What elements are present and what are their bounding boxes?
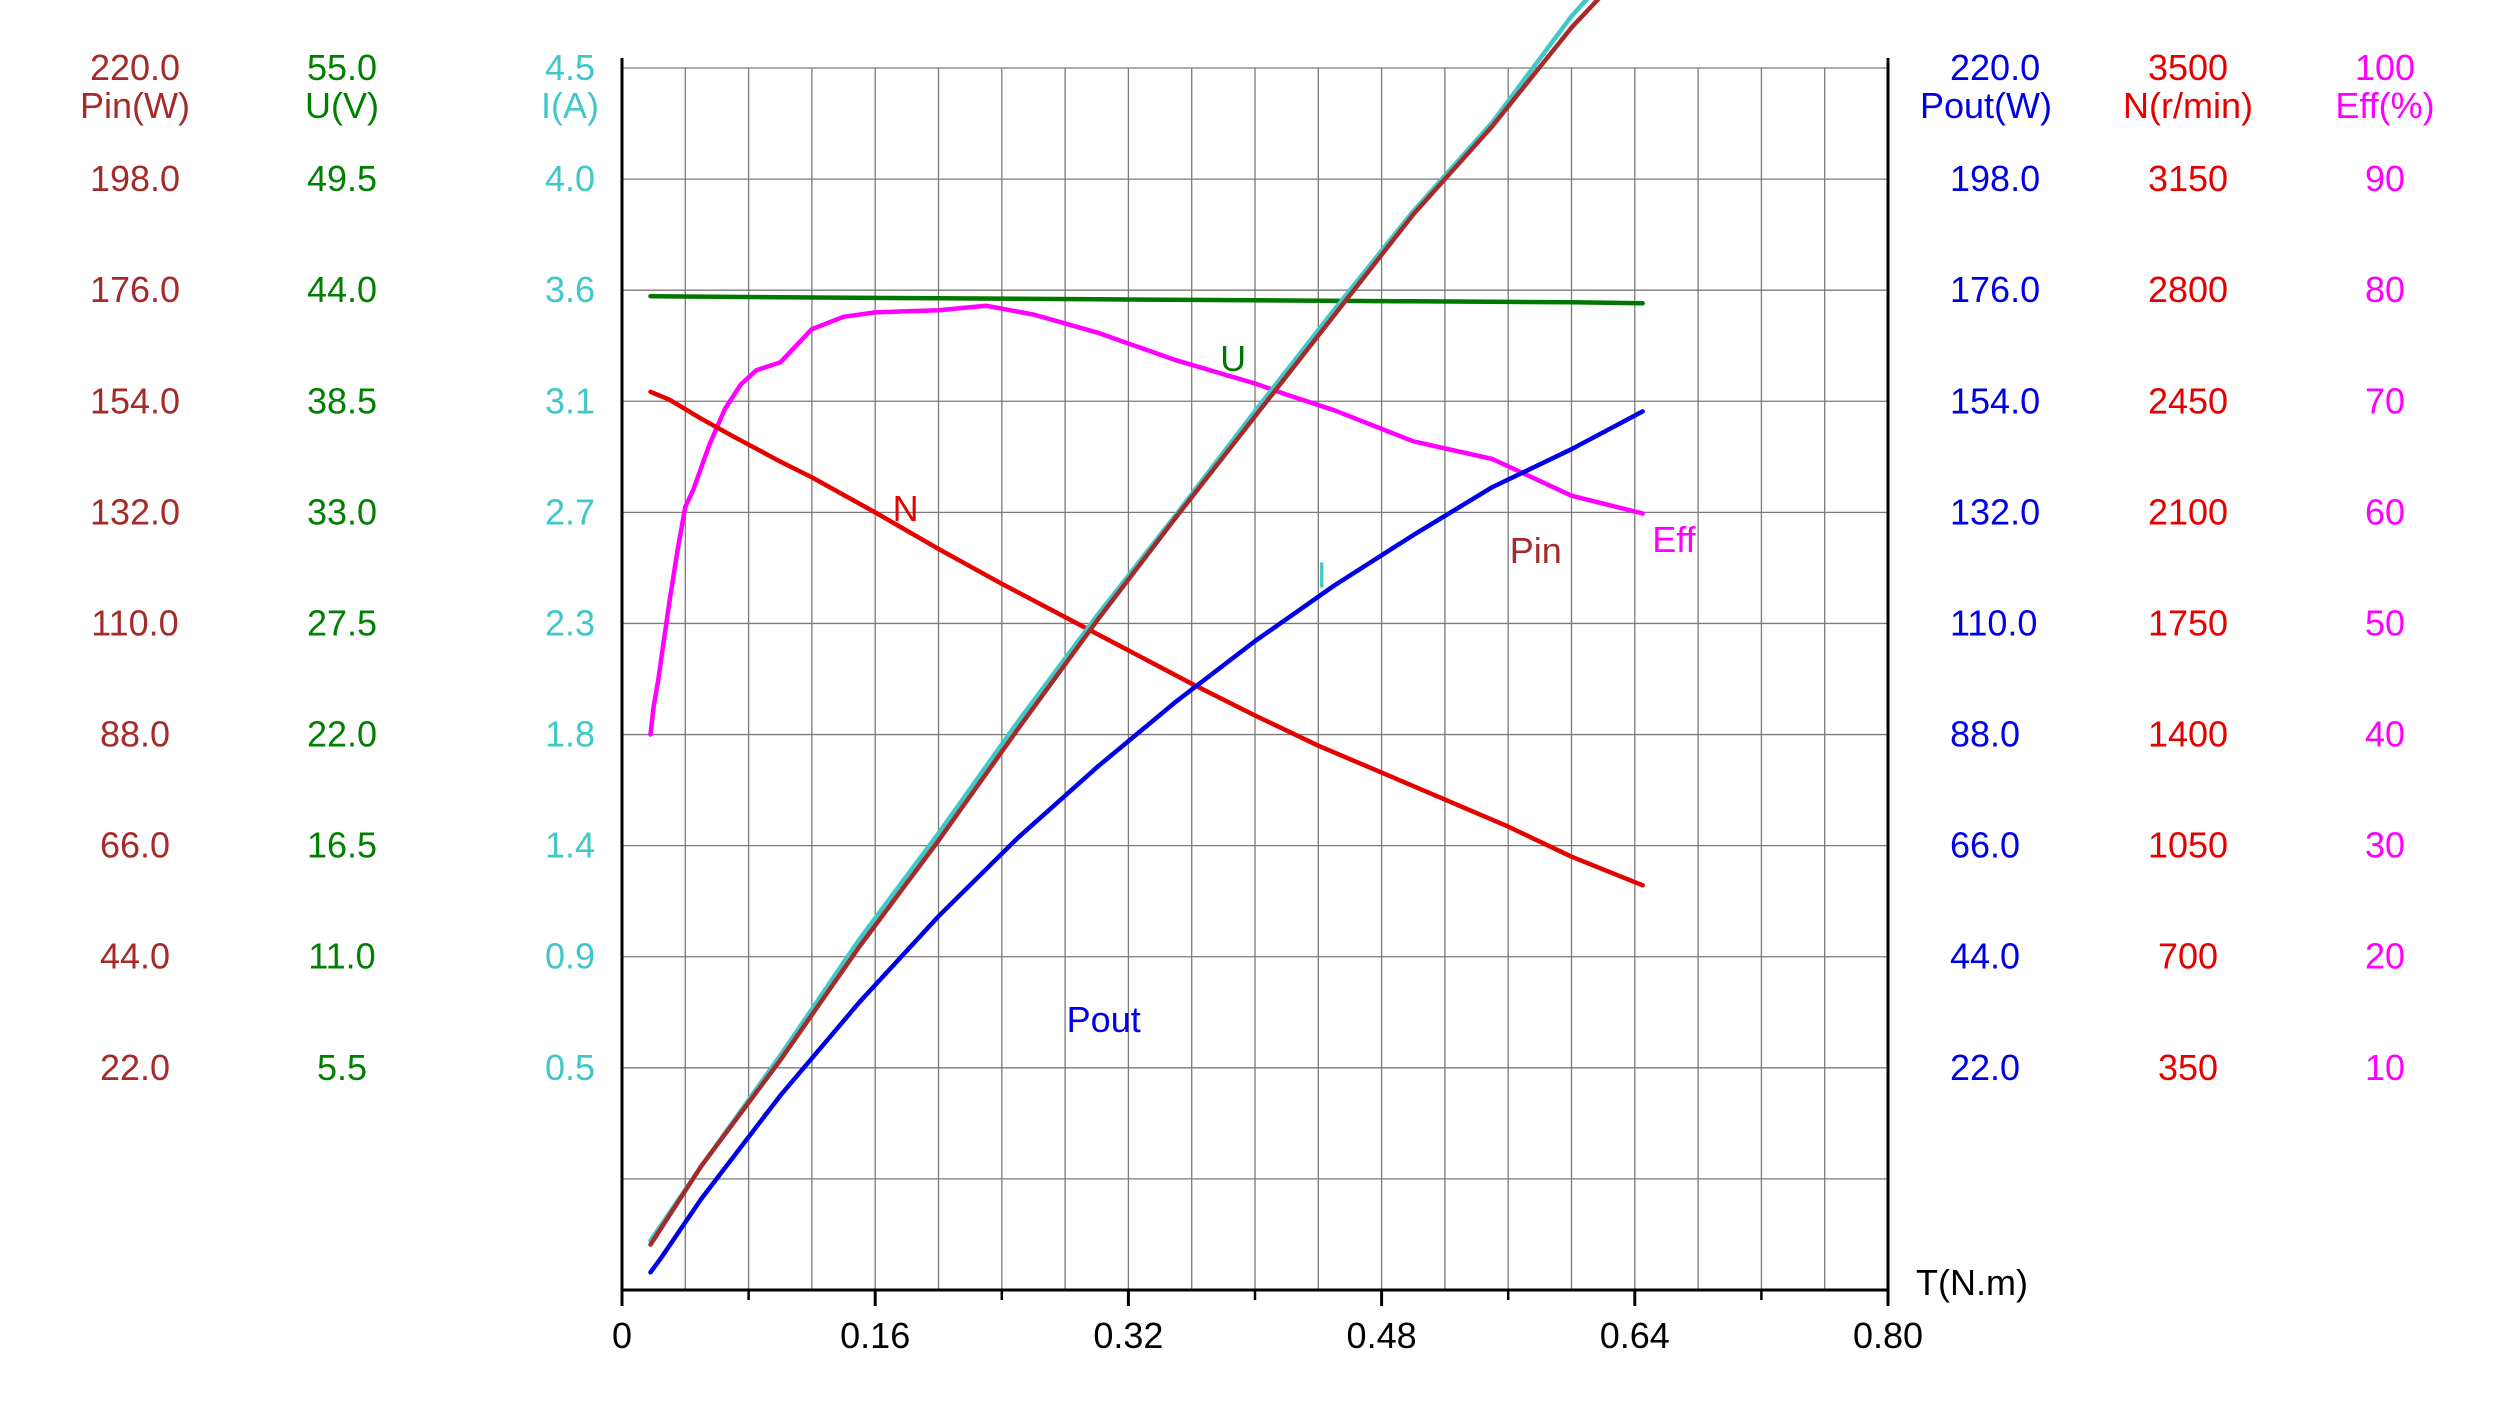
y-tick-label-eff: 10 — [2365, 1047, 2405, 1088]
y-tick-label-u: 11.0 — [308, 936, 375, 977]
y-tick-label-n: 700 — [2158, 936, 2218, 977]
y-tick-label-u: 38.5 — [307, 380, 377, 421]
y-tick-label-n: 3150 — [2148, 158, 2228, 199]
y-tick-label-pin: 198.0 — [90, 158, 180, 199]
y-axis-title-u: U(V) — [305, 85, 379, 126]
y-tick-label-pout: 66.0 — [1950, 825, 2020, 866]
series-line-i — [648, 0, 1590, 1243]
y-tick-label-n: 2800 — [2148, 269, 2228, 310]
y-tick-label-eff: 70 — [2365, 380, 2405, 421]
y-tick-label-u: 55.0 — [307, 47, 377, 88]
x-axis-label: T(N.m) — [1916, 1262, 2028, 1303]
y-tick-label-u: 22.0 — [307, 714, 377, 755]
y-tick-label-i: 2.7 — [545, 491, 595, 532]
y-tick-label-eff: 60 — [2365, 491, 2405, 532]
grid-layer — [622, 67, 1888, 1290]
y-tick-label-i: 3.6 — [545, 269, 595, 310]
series-line-pin — [648, 0, 1601, 1247]
y-tick-label-pin: 176.0 — [90, 269, 180, 310]
x-tick-label: 0 — [612, 1315, 632, 1356]
y-tick-label-n: 350 — [2158, 1047, 2218, 1088]
x-tick-label: 0.32 — [1093, 1315, 1163, 1356]
y-tick-label-pout: 220.0 — [1950, 47, 2040, 88]
y-tick-label-i: 4.5 — [545, 47, 595, 88]
y-tick-label-i: 1.4 — [545, 825, 595, 866]
y-tick-label-pout: 154.0 — [1950, 380, 2040, 421]
series-annotation-pin: Pin — [1510, 530, 1562, 571]
series-annotation-pout: Pout — [1067, 999, 1141, 1040]
series-line-u — [648, 293, 1645, 306]
y-tick-label-u: 49.5 — [307, 158, 377, 199]
x-tick-label: 0.64 — [1600, 1315, 1670, 1356]
series-line-eff — [648, 303, 1645, 737]
y-tick-label-pout: 132.0 — [1950, 491, 2040, 532]
series-annotation-eff: Eff — [1652, 519, 1696, 560]
y-axis-title-eff: Eff(%) — [2335, 85, 2434, 126]
y-tick-label-pin: 44.0 — [100, 936, 170, 977]
y-tick-label-u: 5.5 — [317, 1047, 367, 1088]
y-tick-label-eff: 30 — [2365, 825, 2405, 866]
x-tick-label: 0.80 — [1853, 1315, 1923, 1356]
y-tick-label-eff: 100 — [2355, 47, 2415, 88]
y-tick-label-i: 1.8 — [545, 714, 595, 755]
y-tick-label-n: 3500 — [2148, 47, 2228, 88]
y-tick-label-eff: 40 — [2365, 714, 2405, 755]
y-tick-label-i: 3.1 — [545, 380, 595, 421]
y-tick-label-pin: 110.0 — [91, 602, 178, 643]
y-tick-label-n: 2450 — [2148, 380, 2228, 421]
series-annotation-n: N — [893, 488, 919, 529]
y-tick-label-eff: 20 — [2365, 936, 2405, 977]
y-tick-label-pout: 88.0 — [1950, 714, 2020, 755]
y-tick-label-pin: 132.0 — [90, 491, 180, 532]
axis-layer: 0 0.16 0.32 0.48 0.64 0.80T(N.m)Pin(W)220.019… — [80, 47, 2435, 1356]
label-layer: U N I Pin Eff Pout — [893, 338, 1697, 1040]
y-tick-label-pin: 88.0 — [100, 714, 170, 755]
series-annotation-u: U — [1220, 338, 1246, 379]
y-tick-label-pout: 44.0 — [1950, 936, 2020, 977]
y-tick-label-i: 0.9 — [545, 936, 595, 977]
y-tick-label-pout: 198.0 — [1950, 158, 2040, 199]
y-axis-title-pout: Pout(W) — [1920, 85, 2052, 126]
y-tick-label-pout: 110.0 — [1950, 602, 2037, 643]
y-tick-label-pin: 22.0 — [100, 1047, 170, 1088]
y-tick-label-pout: 22.0 — [1950, 1047, 2020, 1088]
y-tick-label-pin: 66.0 — [100, 825, 170, 866]
x-tick-label: 0.16 — [840, 1315, 910, 1356]
y-tick-label-eff: 50 — [2365, 602, 2405, 643]
y-tick-label-u: 27.5 — [307, 602, 377, 643]
y-tick-label-i: 4.0 — [545, 158, 595, 199]
y-tick-label-n: 1750 — [2148, 602, 2228, 643]
y-tick-label-n: 1400 — [2148, 714, 2228, 755]
y-tick-label-u: 44.0 — [307, 269, 377, 310]
y-tick-label-n: 1050 — [2148, 825, 2228, 866]
y-tick-label-u: 16.5 — [307, 825, 377, 866]
y-tick-label-i: 2.3 — [545, 602, 595, 643]
y-axis-title-i: I(A) — [541, 85, 599, 126]
series-layer — [648, 0, 1645, 1275]
y-axis-title-pin: Pin(W) — [80, 85, 190, 126]
series-line-n — [648, 389, 1645, 888]
y-tick-label-u: 33.0 — [307, 491, 377, 532]
series-annotation-i: I — [1317, 555, 1327, 596]
y-tick-label-pin: 154.0 — [90, 380, 180, 421]
y-axis-title-n: N(r/min) — [2123, 85, 2253, 126]
y-tick-label-eff: 80 — [2365, 269, 2405, 310]
y-tick-label-pin: 220.0 — [90, 47, 180, 88]
x-tick-label: 0.48 — [1347, 1315, 1417, 1356]
y-tick-label-eff: 90 — [2365, 158, 2405, 199]
series-line-pout — [648, 409, 1645, 1275]
y-tick-label-n: 2100 — [2148, 491, 2228, 532]
y-tick-label-pout: 176.0 — [1950, 269, 2040, 310]
y-tick-label-i: 0.5 — [545, 1047, 595, 1088]
